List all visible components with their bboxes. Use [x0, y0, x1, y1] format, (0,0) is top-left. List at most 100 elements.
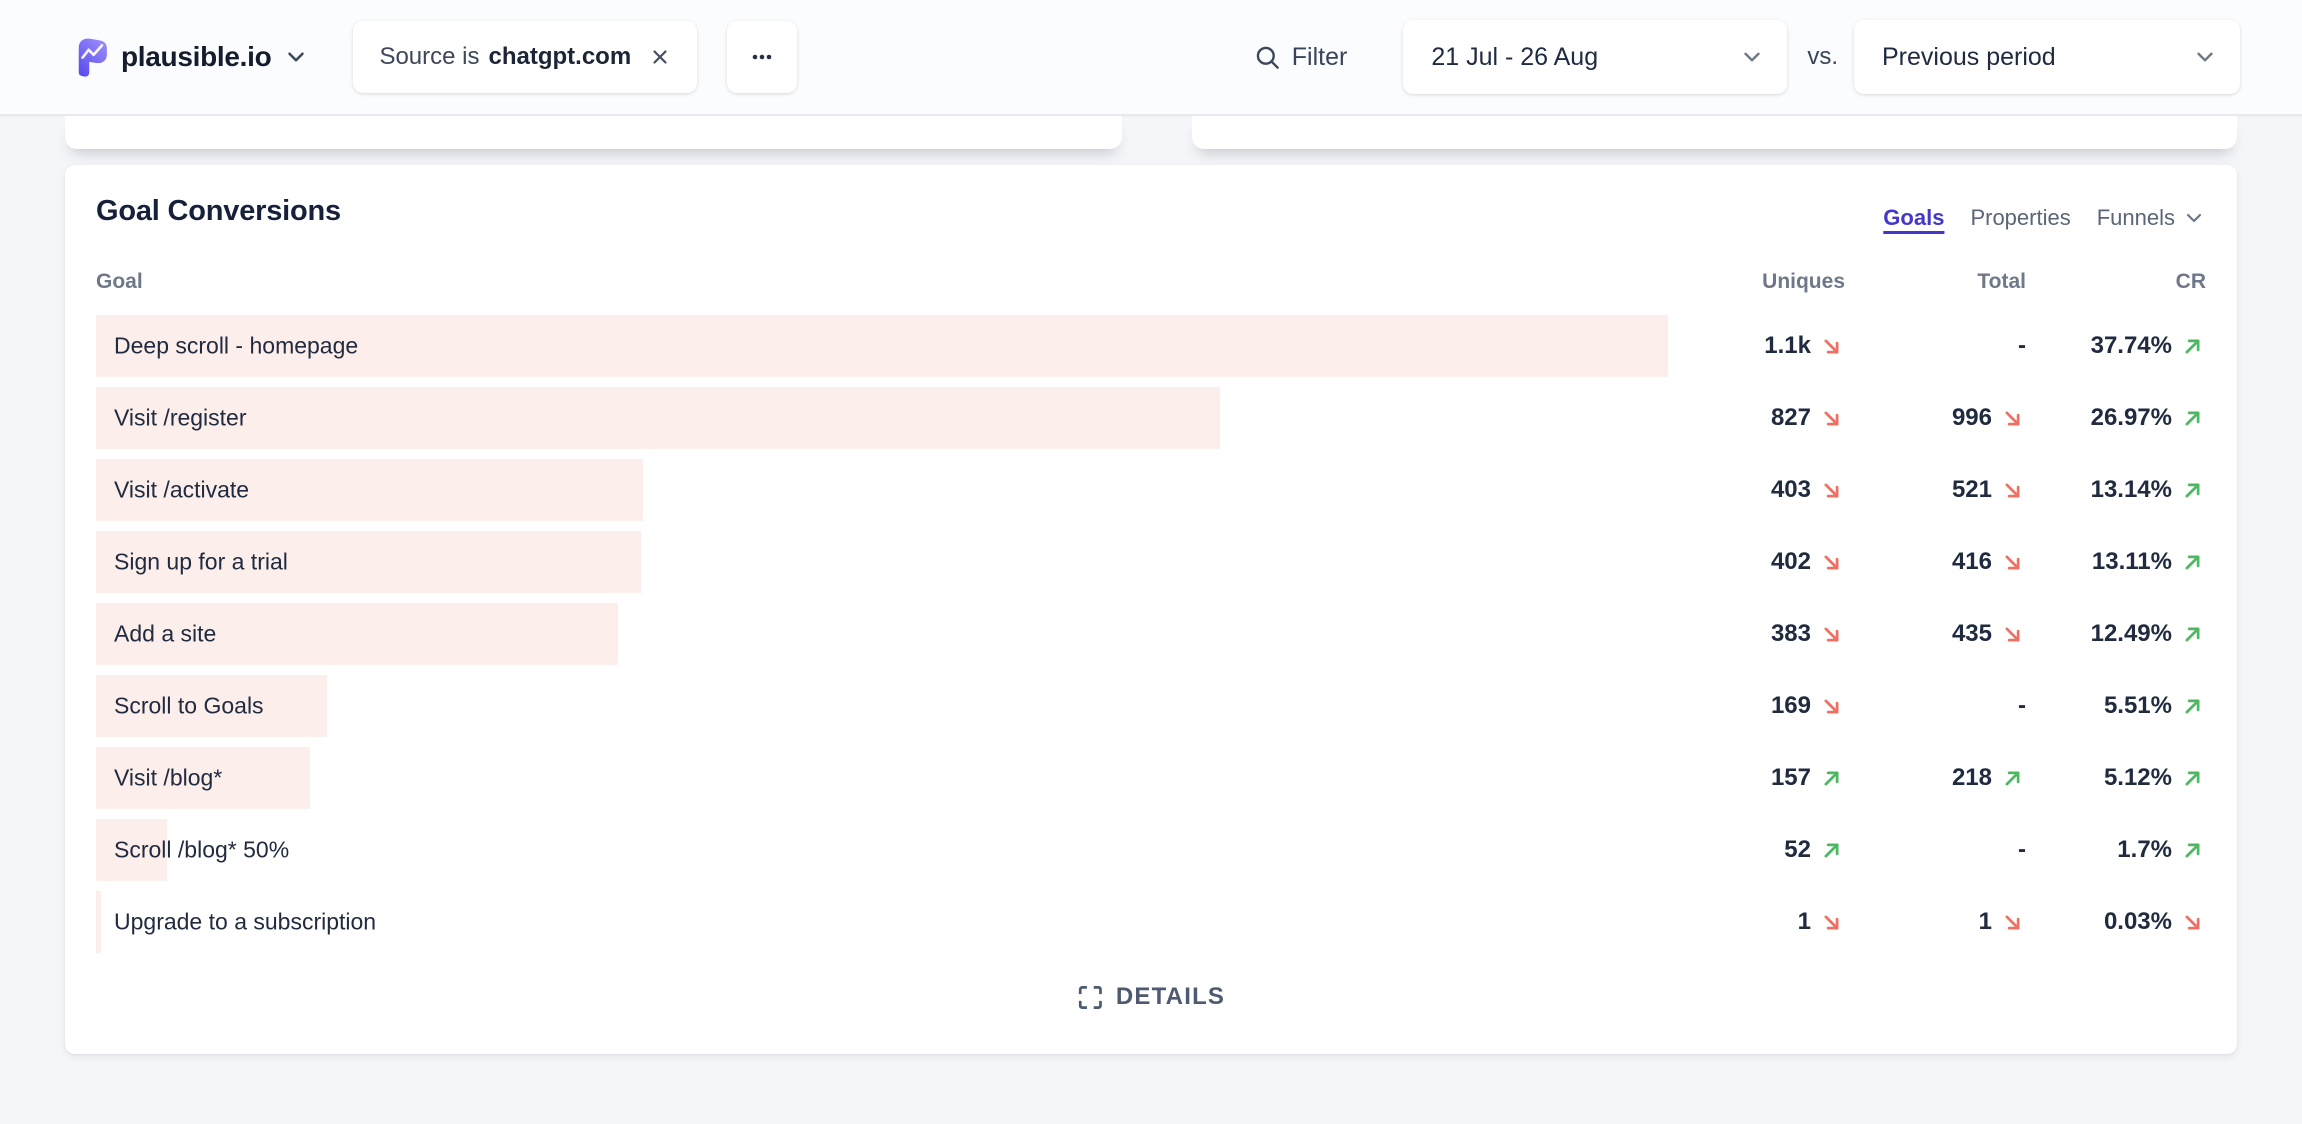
goal-row[interactable]: Sign up for a trial 402 416 13.11% — [96, 531, 2206, 593]
site-name: plausible.io — [121, 41, 272, 72]
goal-rows: Deep scroll - homepage 1.1k - 37.74% Visit /… — [96, 315, 2206, 963]
cr-cell: 1.7% — [2117, 836, 2206, 864]
arrow-down-right-icon — [1999, 405, 2026, 432]
filter-pill-prefix: Source is — [379, 43, 480, 70]
site-switcher[interactable]: plausible.io — [75, 36, 309, 78]
uniques-cell-value: 52 — [1784, 836, 1811, 863]
comparison-picker[interactable]: Previous period — [1854, 20, 2240, 94]
total-cell-value: 996 — [1951, 404, 1992, 431]
uniques-cell: 403 — [1771, 476, 1845, 504]
column-header-total: Total — [1977, 270, 2026, 293]
uniques-cell: 827 — [1771, 404, 1845, 432]
card-above-left — [65, 116, 1122, 149]
arrow-down-right-icon — [1818, 621, 1845, 648]
goal-row[interactable]: Add a site 383 435 12.49% — [96, 603, 2206, 665]
total-cell-value: 416 — [1951, 548, 1992, 575]
arrow-up-right-icon — [2179, 621, 2206, 648]
cr-cell-value: 1.7% — [2117, 836, 2172, 863]
cr-cell: 5.51% — [2104, 692, 2206, 720]
active-filter-pill[interactable]: Source is chatgpt.com — [353, 21, 698, 93]
total-cell-value: - — [2018, 692, 2026, 719]
table-header-row: Goal Uniques Total CR — [96, 270, 2206, 298]
total-cell: 218 — [1952, 764, 2026, 792]
cr-cell-value: 12.49% — [2090, 620, 2172, 647]
uniques-cell: 383 — [1771, 620, 1845, 648]
goal-bar — [96, 675, 327, 737]
arrow-down-right-icon — [1818, 909, 1845, 936]
arrow-up-right-icon — [2179, 765, 2206, 792]
total-cell: 416 — [1952, 548, 2026, 576]
total-cell-value: 1 — [1978, 908, 1992, 935]
goal-row[interactable]: Visit /register 827 996 26.97% — [96, 387, 2206, 449]
cr-cell-value: 0.03% — [2103, 908, 2172, 935]
goal-bar — [96, 531, 641, 593]
cr-cell-value: 13.11% — [2091, 548, 2172, 575]
uniques-cell: 1 — [1798, 908, 1845, 936]
goal-row[interactable]: Visit /activate 403 521 13.14% — [96, 459, 2206, 521]
close-icon[interactable] — [649, 46, 671, 68]
goal-bar — [96, 603, 618, 665]
goal-name: Visit /activate — [114, 476, 250, 503]
column-header-goal: Goal — [96, 270, 143, 293]
total-cell: 435 — [1952, 620, 2026, 648]
filter-button[interactable]: Filter — [1254, 42, 1348, 72]
details-button[interactable]: DETAILS — [1077, 983, 1225, 1011]
cr-cell: 5.12% — [2104, 764, 2206, 792]
uniques-cell-value: 169 — [1770, 692, 1811, 719]
total-cell: 996 — [1952, 404, 2026, 432]
total-cell-value: 521 — [1951, 476, 1992, 503]
tab-goals[interactable]: Goals — [1883, 205, 1945, 230]
tab-funnels-label: Funnels — [2096, 205, 2175, 230]
tab-funnels[interactable]: Funnels — [2097, 205, 2206, 231]
goal-name: Scroll /blog* 50% — [114, 836, 290, 863]
cr-cell: 37.74% — [2091, 332, 2206, 360]
goal-row[interactable]: Scroll /blog* 50% 52 - 1.7% — [96, 819, 2206, 881]
arrow-up-right-icon — [2179, 405, 2206, 432]
goal-row[interactable]: Deep scroll - homepage 1.1k - 37.74% — [96, 315, 2206, 377]
goal-bar — [96, 459, 643, 521]
arrow-down-right-icon — [1818, 477, 1845, 504]
chevron-down-icon — [283, 44, 309, 70]
arrow-down-right-icon — [1818, 549, 1845, 576]
goal-conversions-card: Goal Conversions Goals Properties Funnel… — [65, 165, 2237, 1054]
details-label: DETAILS — [1115, 983, 1226, 1010]
tab-properties[interactable]: Properties — [1970, 205, 2071, 230]
arrow-down-right-icon — [1818, 693, 1845, 720]
uniques-cell-value: 1 — [1797, 908, 1811, 935]
total-cell-value: - — [2018, 836, 2026, 863]
arrow-up-right-icon — [1818, 765, 1845, 792]
goal-name: Visit /register — [114, 404, 247, 431]
more-options-button[interactable] — [727, 21, 798, 93]
cr-cell-value: 5.51% — [2103, 692, 2172, 719]
filter-button-label: Filter — [1291, 42, 1348, 71]
arrow-down-right-icon — [2179, 909, 2206, 936]
cr-cell-value: 26.97% — [2090, 404, 2172, 431]
goal-bar — [96, 387, 1220, 449]
comparison-value: Previous period — [1882, 42, 2056, 71]
arrow-up-right-icon — [1818, 837, 1845, 864]
filter-pill-text: Source is chatgpt.com — [379, 43, 631, 71]
date-range-value: 21 Jul - 26 Aug — [1431, 42, 1599, 71]
goal-bar — [96, 315, 1668, 377]
column-header-uniques: Uniques — [1762, 270, 1845, 293]
uniques-cell: 157 — [1771, 764, 1845, 792]
goal-row[interactable]: Scroll to Goals 169 - 5.51% — [96, 675, 2206, 737]
ellipsis-icon — [752, 54, 772, 60]
uniques-cell-value: 157 — [1770, 764, 1811, 791]
goal-bar — [96, 891, 101, 953]
plausible-logo-icon — [78, 38, 107, 77]
arrow-down-right-icon — [1999, 909, 2026, 936]
goal-row[interactable]: Upgrade to a subscription 1 1 0.03% — [96, 891, 2206, 953]
goal-name: Visit /blog* — [114, 764, 223, 791]
total-cell: 521 — [1952, 476, 2026, 504]
total-cell-value: 435 — [1951, 620, 1992, 647]
cr-cell-value: 37.74% — [2090, 332, 2172, 359]
date-range-picker[interactable]: 21 Jul - 26 Aug — [1403, 20, 1788, 94]
arrow-up-right-icon — [2179, 837, 2206, 864]
goal-row[interactable]: Visit /blog* 157 218 5.12% — [96, 747, 2206, 809]
vs-label: vs. — [1807, 43, 1838, 70]
uniques-cell-value: 383 — [1770, 620, 1811, 647]
chevron-down-icon — [1739, 44, 1765, 70]
chevron-down-icon — [2182, 206, 2206, 230]
